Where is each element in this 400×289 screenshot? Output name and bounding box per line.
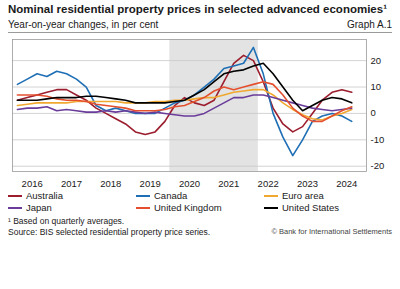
html-text:Canada: Canada (154, 190, 188, 201)
html-text:© Bank for International Settl: © Bank for International Settlements (271, 226, 392, 236)
svg-text:20: 20 (371, 55, 382, 66)
svg-text:0: 0 (371, 107, 376, 118)
html-text:Graph A.1: Graph A.1 (347, 19, 392, 30)
svg-text:2023: 2023 (297, 178, 318, 189)
html-text:United Kingdom: United Kingdom (154, 202, 222, 213)
html-text:Japan: Japan (26, 202, 52, 213)
svg-text:2020: 2020 (179, 178, 200, 189)
svg-text:2017: 2017 (61, 178, 82, 189)
svg-text:2019: 2019 (140, 178, 161, 189)
svg-text:-10: -10 (371, 134, 385, 145)
html-text:Nominal residential property p: Nominal residential property prices in s… (8, 3, 387, 15)
html-text:Australia: Australia (26, 190, 63, 201)
svg-text:2022: 2022 (258, 178, 279, 189)
svg-text:10: 10 (371, 81, 382, 92)
svg-text:2021: 2021 (218, 178, 239, 189)
svg-text:2024: 2024 (336, 178, 357, 189)
svg-text:-20: -20 (371, 160, 385, 171)
svg-text:2018: 2018 (100, 178, 121, 189)
html-text:United States: United States (282, 202, 339, 213)
html-text:Source: BIS selected residenti: Source: BIS selected residential propert… (8, 226, 211, 237)
html-text:¹ Based on quarterly averages.: ¹ Based on quarterly averages. (8, 216, 125, 226)
svg-text:2016: 2016 (22, 178, 43, 189)
html-text:Euro area: Euro area (282, 190, 324, 201)
html-text:Year-on-year changes, in per c: Year-on-year changes, in per cent (8, 19, 159, 30)
